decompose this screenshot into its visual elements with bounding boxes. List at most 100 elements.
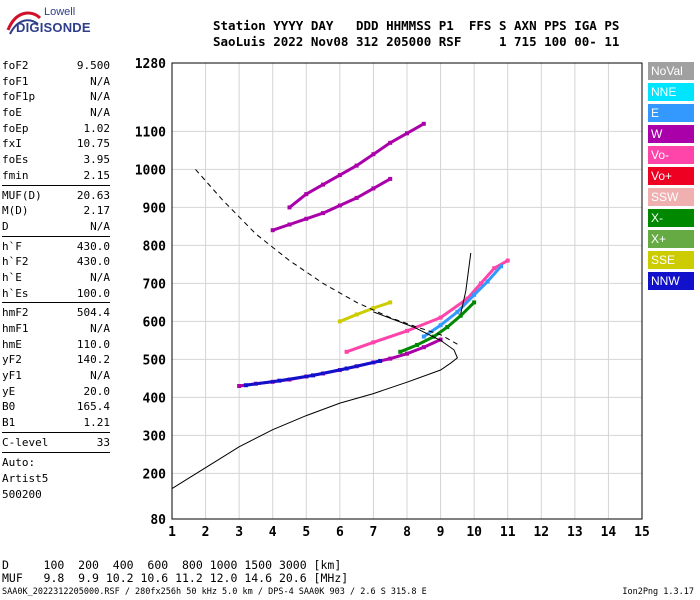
trace-segment [304,211,325,221]
parameter-panel: foF2 9.500 foF1 N/A foF1p N/A foE N/A foEp 1.… [2,58,110,503]
param-row: fmin 2.15 [2,168,110,184]
trace-segment [355,152,375,168]
y-tick-label: 1100 [135,125,166,140]
param-name: foF1p [2,90,36,104]
param-row: hmE 110.0 [2,337,110,353]
param-group-1: foF2 9.500 foF1 N/A foF1p N/A foE N/A foEp 1.… [2,58,110,184]
footer-file-info: SAA0K_2022312205000.RSF / 280fx256h 50 k… [2,587,427,597]
param-row: yF2 140.2 [2,352,110,368]
footer-distance-row: D 100 200 400 600 800 1000 1500 3000 [km… [2,558,342,572]
trace-segment [415,335,436,347]
legend-item: Vo- [648,146,694,164]
trace-segment [445,314,463,329]
param-name: B0 [2,400,16,414]
param-row: M(D) 2.17 [2,203,110,219]
trace-segment [288,192,308,209]
header-line-1: Station YYYY DAY DDD HHMMSS P1 FFS S AXN… [213,18,620,33]
trace-segment [345,340,375,354]
trace-segment [271,223,291,232]
auto-line: Artist5 [2,471,49,485]
legend-item: NNW [648,272,694,290]
auto-line: Auto: [2,455,36,469]
trace-segment [398,343,419,354]
param-value: N/A [90,322,110,335]
y-tick-label: 500 [143,353,167,368]
footer-version: Ion2Png 1.3.17 [622,587,694,597]
trace-segment [338,313,359,323]
legend-item: NoVal [648,62,694,80]
param-row: foF1 N/A [2,74,110,90]
param-value: 2.17 [83,204,111,218]
trace-segment [288,217,308,226]
x-tick-label: 5 [302,525,310,540]
x-tick-label: 8 [403,525,411,540]
trace-segment [459,300,476,318]
param-value: 1.02 [83,121,111,135]
trace-segment [321,173,342,187]
param-name: hmF1 [2,322,29,335]
param-separator [2,184,110,186]
trace-segment [355,186,375,200]
param-name: C-level [2,435,49,449]
param-value: N/A [90,90,110,104]
trace-segment [304,183,325,196]
param-name: foF1 [2,74,29,88]
trace-segment [388,131,409,145]
param-row: h`Es 100.0 [2,286,110,302]
y-tick-label: 700 [143,277,167,292]
param-row: foF2 9.500 [2,58,110,74]
x-tick-label: 12 [533,525,549,540]
y-tick-label: 600 [143,315,167,330]
param-name: yE [2,384,16,398]
header-line-2: SaoLuis 2022 Nov08 312 205000 RSF 1 715 … [213,34,620,49]
trace-segment [277,373,315,383]
param-name: MUF(D) [2,188,42,202]
param-row: foEs 3.95 [2,152,110,168]
legend-item: X+ [648,230,694,248]
plot-data [237,121,510,388]
trace-segment [338,164,359,177]
param-row: B1 1.21 [2,415,110,431]
param-value: 3.95 [83,153,111,167]
param-separator [2,451,110,453]
y-tick-label: 300 [143,429,167,444]
trace-segment [422,323,443,339]
x-tick-label: 7 [370,525,378,540]
x-tick-label: 10 [466,525,482,540]
trace-segment [465,281,483,301]
trace-segment [405,316,443,333]
trace-segment [486,264,503,283]
param-name: foEs [2,153,29,167]
param-row: h`E N/A [2,270,110,286]
x-tick-label: 11 [500,525,516,540]
param-separator [2,235,110,237]
param-value: 504.4 [76,306,110,320]
footer-muf-row: MUF 9.8 9.9 10.2 10.6 11.2 12.0 14.6 20.… [2,571,349,585]
trace-segment [455,293,476,314]
param-value: 430.0 [76,239,110,253]
param-value: 9.500 [76,59,110,72]
legend-item: X- [648,209,694,227]
param-name: hmE [2,337,22,351]
trace-segment [244,379,281,387]
param-name: hmF2 [2,306,29,320]
param-name: fxI [2,137,22,151]
auto-line: 500200 [2,487,42,501]
param-value: N/A [90,270,110,284]
param-row: MUF(D) 20.63 [2,188,110,204]
param-value: 1.21 [83,416,111,430]
param-group-2: MUF(D) 20.63 M(D) 2.17 D N/A [2,188,110,235]
trace-segment [388,352,409,361]
x-tick-label: 13 [567,525,583,540]
trace-segment [405,122,426,135]
param-name: foEp [2,121,29,135]
param-value: 20.63 [76,188,110,202]
param-value: N/A [90,219,110,233]
logo-word-digisonde: DIGISONDE [16,20,91,35]
param-value: 430.0 [76,255,110,269]
param-row: B0 165.4 [2,399,110,415]
param-value: 140.2 [76,353,110,367]
param-row: h`F 430.0 [2,239,110,255]
param-group-4: hmF2 504.4 hmF1 N/A hmE 110.0 yF2 140.2 yF1 N… [2,305,110,431]
param-name: fmin [2,168,29,182]
